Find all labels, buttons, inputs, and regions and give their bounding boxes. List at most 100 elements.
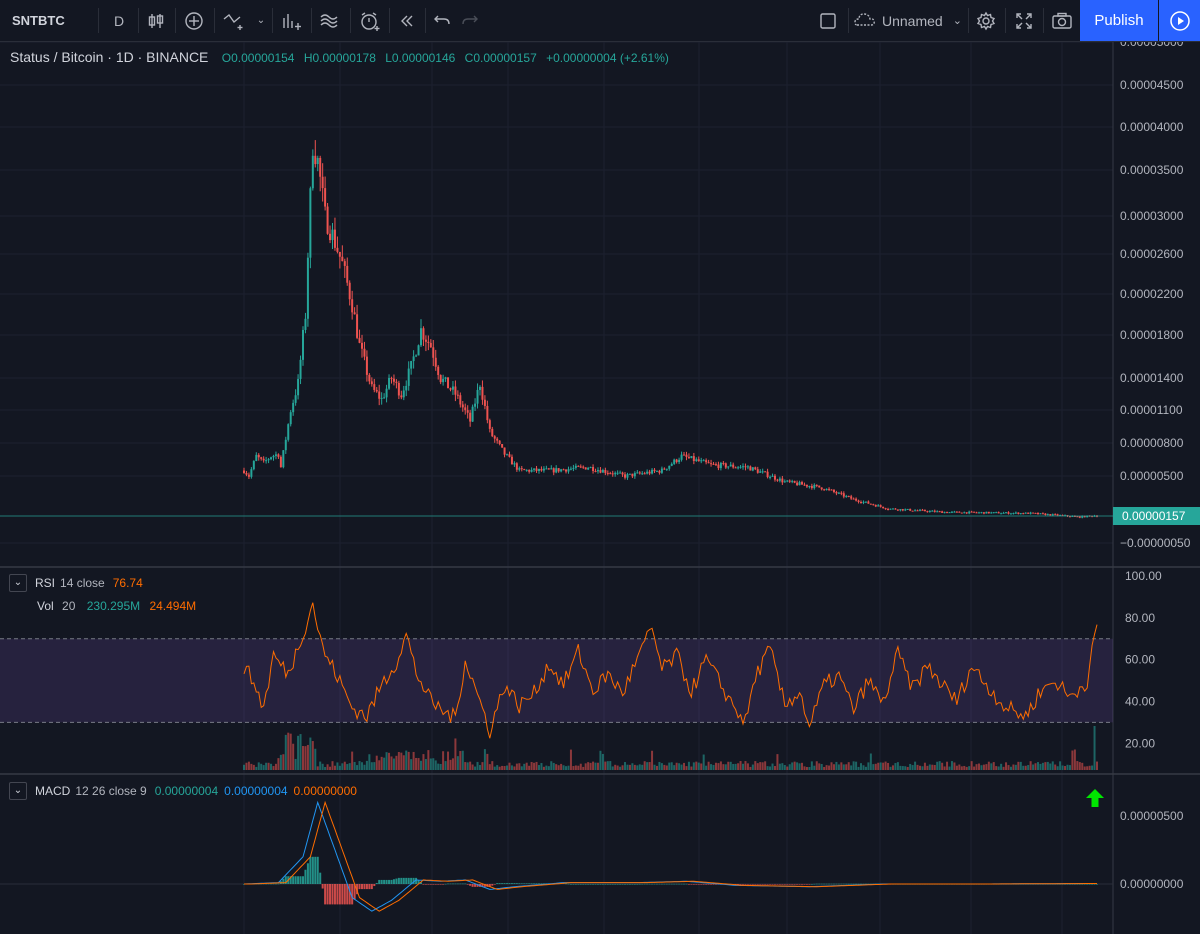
volume-bar — [383, 757, 386, 770]
macd-label[interactable]: MACD — [35, 784, 71, 798]
layout-name-button[interactable]: Unnamed ⌄ — [852, 0, 968, 41]
volume-bar — [331, 761, 334, 770]
replay-icon[interactable] — [392, 0, 422, 41]
volume-bar — [805, 766, 808, 770]
volume-bar — [1061, 765, 1064, 770]
volume-bar — [970, 761, 973, 770]
volume-bar — [501, 765, 504, 770]
macd-histogram-bar — [331, 884, 334, 905]
toolbar-divider — [350, 8, 351, 33]
macd-histogram-bar — [594, 884, 597, 885]
volume-bar — [518, 763, 521, 770]
macd-histogram-bar — [282, 878, 285, 884]
bar-style-icon[interactable] — [141, 0, 171, 41]
volume-bar — [773, 766, 776, 770]
volume-bar — [665, 765, 668, 770]
volume-bar — [830, 762, 833, 770]
volume-bar — [891, 765, 894, 770]
play-icon[interactable] — [1159, 0, 1200, 41]
volume-bar — [277, 758, 280, 770]
compare-icon[interactable] — [218, 0, 250, 41]
candle-body — [358, 337, 361, 343]
volume-bar — [909, 763, 912, 770]
price-candles — [0, 140, 1113, 519]
macd-histogram-bar — [663, 883, 666, 885]
indicators-icon[interactable] — [276, 0, 308, 41]
macd-histogram-bar — [1088, 883, 1091, 885]
macd-histogram-bar — [675, 883, 678, 885]
candle-body — [985, 511, 988, 514]
candle-body — [823, 489, 826, 491]
macd-histogram-bar — [528, 883, 531, 884]
candle-body — [363, 348, 366, 357]
volume-bar — [552, 762, 555, 770]
candle-body — [616, 472, 619, 474]
candle-body — [820, 487, 823, 490]
volume-bar — [1012, 764, 1015, 770]
macd-histogram-bar — [1081, 883, 1084, 885]
volume-bar — [311, 741, 314, 770]
candle-body — [906, 508, 909, 510]
volume-bar — [466, 762, 469, 770]
rsi-axis-label: 100.00 — [1125, 569, 1162, 583]
volume-bar — [660, 763, 663, 770]
macd-histogram-bar — [427, 884, 430, 885]
candle-body — [687, 456, 690, 458]
settings-icon[interactable] — [970, 0, 1002, 41]
volume-bar — [928, 764, 931, 770]
candle-body — [1049, 514, 1052, 516]
macd-histogram-bar — [813, 883, 816, 885]
macd-histogram-bar — [297, 876, 300, 884]
close-value: C0.00000157 — [464, 51, 537, 65]
vol-label[interactable]: Vol — [37, 599, 54, 613]
macd-histogram-bar — [319, 872, 322, 884]
rsi-label[interactable]: RSI — [35, 576, 56, 590]
fullscreen-icon[interactable] — [1008, 0, 1040, 41]
volume-bar — [562, 765, 565, 770]
volume-bar — [655, 765, 658, 770]
volume-bar — [1024, 765, 1027, 770]
templates-icon[interactable] — [314, 0, 346, 41]
chart-canvas[interactable]: 0.00005000 0.00004500 0.00004000 0.00003500… — [0, 42, 1200, 934]
camera-icon[interactable] — [1046, 0, 1078, 41]
chevron-down-icon[interactable]: ⌄ — [256, 15, 266, 26]
low-value: L0.00000146 — [385, 51, 456, 65]
candle-body — [648, 471, 651, 474]
volume-bar — [808, 766, 811, 770]
macd-histogram-bar — [764, 884, 767, 885]
symbol-title[interactable]: Status / Bitcoin · 1D · BINANCE — [10, 49, 209, 65]
publish-button[interactable]: Publish — [1080, 0, 1158, 41]
undo-icon[interactable] — [428, 0, 456, 41]
macd-histogram-bar — [683, 883, 686, 885]
macd-histogram-bar — [864, 883, 867, 885]
volume-bar — [943, 766, 946, 770]
volume-bar — [1037, 762, 1040, 770]
candle-body — [346, 265, 349, 283]
macd-histogram-bar — [385, 879, 388, 884]
candle-body — [535, 468, 538, 471]
macd-histogram-bar — [825, 883, 828, 885]
volume-bar — [498, 766, 501, 770]
price-axis-label: −0.00000050 — [1120, 536, 1191, 550]
candle-body — [424, 339, 427, 342]
collapse-pane-button[interactable]: ⌄ — [9, 574, 27, 592]
volume-bar — [894, 763, 897, 770]
volume-bar — [390, 756, 393, 770]
chart-area[interactable]: 0.00005000 0.00004500 0.00004000 0.00003500… — [0, 42, 1200, 934]
alert-icon[interactable] — [354, 0, 386, 41]
macd-histogram-bar — [646, 883, 649, 885]
collapse-pane-button[interactable]: ⌄ — [9, 782, 27, 800]
layout-icon[interactable] — [812, 0, 844, 41]
volume-bar — [901, 766, 904, 770]
candle-body — [847, 495, 850, 497]
add-indicator-icon[interactable] — [178, 0, 210, 41]
candle-body — [850, 496, 853, 499]
redo-icon[interactable] — [456, 0, 484, 41]
candle-body — [776, 479, 779, 481]
volume-bar — [447, 751, 450, 770]
interval-button[interactable]: D — [104, 0, 134, 41]
volume-bar — [842, 764, 845, 770]
candle-body — [1000, 513, 1003, 515]
symbol-search[interactable]: SNTBTC — [0, 0, 104, 41]
macd-histogram-bar — [535, 883, 538, 884]
